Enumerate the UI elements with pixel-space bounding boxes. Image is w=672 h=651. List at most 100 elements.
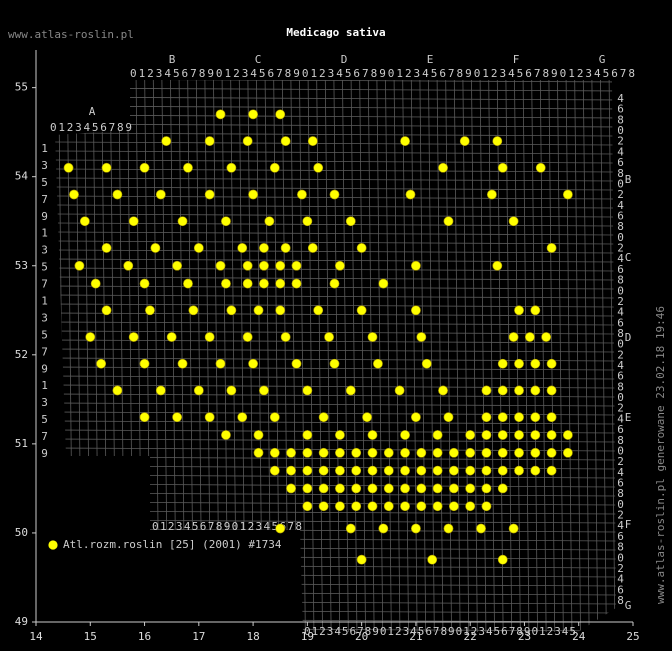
chart-title: Medicago sativa bbox=[286, 26, 385, 39]
point bbox=[541, 332, 552, 342]
point bbox=[79, 216, 90, 227]
grid-letter: D bbox=[341, 53, 348, 66]
point bbox=[69, 189, 79, 200]
point bbox=[259, 385, 269, 396]
point bbox=[204, 412, 215, 423]
x-tick-label: 20 bbox=[355, 630, 368, 643]
point bbox=[481, 430, 492, 440]
point bbox=[497, 447, 508, 458]
point bbox=[524, 332, 535, 342]
mesh-line bbox=[55, 294, 616, 299]
mesh-line bbox=[582, 80, 590, 632]
mesh-line bbox=[333, 80, 341, 632]
point bbox=[438, 162, 448, 173]
point bbox=[204, 332, 215, 342]
point bbox=[356, 554, 367, 565]
point bbox=[378, 523, 389, 534]
point bbox=[259, 278, 269, 289]
point bbox=[242, 278, 253, 289]
mesh-line bbox=[479, 80, 487, 632]
grid-letter: G bbox=[599, 53, 606, 66]
grid-letter: E bbox=[427, 53, 434, 66]
point bbox=[101, 243, 112, 253]
point bbox=[307, 243, 318, 253]
mesh-line bbox=[557, 80, 564, 632]
point bbox=[161, 136, 172, 146]
point bbox=[400, 430, 410, 440]
mesh-line bbox=[221, 80, 229, 632]
mesh-line bbox=[55, 258, 616, 263]
mesh-line bbox=[55, 150, 616, 155]
mesh-line bbox=[436, 80, 444, 632]
point bbox=[128, 216, 139, 227]
point bbox=[226, 305, 237, 316]
point bbox=[112, 189, 123, 200]
x-tick-label: 22 bbox=[464, 630, 477, 643]
grid-digits: 012345678901234567890123456789012345 bbox=[304, 625, 576, 638]
point bbox=[405, 189, 416, 200]
point bbox=[378, 278, 389, 289]
grid-letter: E bbox=[625, 411, 632, 424]
point bbox=[394, 385, 405, 396]
mesh-line bbox=[213, 80, 220, 632]
grid-letter: F bbox=[513, 53, 520, 66]
point bbox=[128, 332, 139, 342]
point bbox=[324, 332, 334, 342]
mesh-line bbox=[55, 528, 616, 533]
point bbox=[367, 483, 378, 494]
mesh-line bbox=[84, 80, 91, 632]
point bbox=[335, 465, 345, 476]
point bbox=[356, 243, 367, 253]
point bbox=[356, 305, 367, 316]
point bbox=[497, 430, 508, 440]
mesh-line bbox=[359, 80, 366, 632]
mesh-line bbox=[230, 80, 237, 632]
mesh-line bbox=[55, 438, 616, 443]
mesh-line bbox=[55, 474, 616, 479]
mesh-line bbox=[608, 80, 616, 632]
point bbox=[275, 305, 286, 316]
site-label: www.atlas-roslin.pl bbox=[8, 28, 134, 41]
legend-marker bbox=[48, 540, 58, 550]
mesh-line bbox=[410, 80, 418, 632]
point bbox=[74, 260, 85, 271]
point bbox=[383, 447, 394, 458]
point bbox=[530, 465, 541, 476]
point bbox=[302, 385, 313, 396]
mesh-line bbox=[55, 96, 616, 101]
point bbox=[291, 260, 302, 271]
point bbox=[448, 465, 459, 476]
point bbox=[465, 501, 476, 512]
point bbox=[313, 305, 324, 316]
mesh-line bbox=[55, 384, 616, 389]
mesh-line bbox=[55, 213, 616, 218]
point bbox=[411, 260, 421, 271]
point bbox=[411, 412, 421, 423]
point bbox=[546, 430, 557, 440]
mesh-line bbox=[565, 80, 573, 632]
point bbox=[465, 430, 476, 440]
mesh-line bbox=[55, 609, 616, 614]
mesh-line bbox=[488, 80, 495, 632]
point bbox=[318, 465, 329, 476]
point bbox=[172, 260, 183, 271]
point bbox=[497, 385, 508, 396]
point bbox=[335, 447, 345, 458]
mesh-line bbox=[539, 80, 547, 632]
point bbox=[465, 447, 476, 458]
point bbox=[416, 465, 427, 476]
point bbox=[145, 305, 155, 316]
mesh-line bbox=[55, 132, 616, 137]
y-tick-label: 55 bbox=[15, 81, 28, 94]
point bbox=[432, 430, 443, 440]
mesh-line bbox=[548, 80, 556, 632]
grid-digits: 0123456789012345678901234567890123456789… bbox=[130, 67, 635, 80]
mesh-line bbox=[453, 80, 461, 632]
point bbox=[101, 162, 112, 173]
point bbox=[416, 332, 427, 342]
mesh-line bbox=[55, 105, 616, 110]
grid-letter: A bbox=[89, 105, 96, 118]
point bbox=[264, 216, 275, 227]
point bbox=[546, 447, 557, 458]
point bbox=[112, 385, 123, 396]
